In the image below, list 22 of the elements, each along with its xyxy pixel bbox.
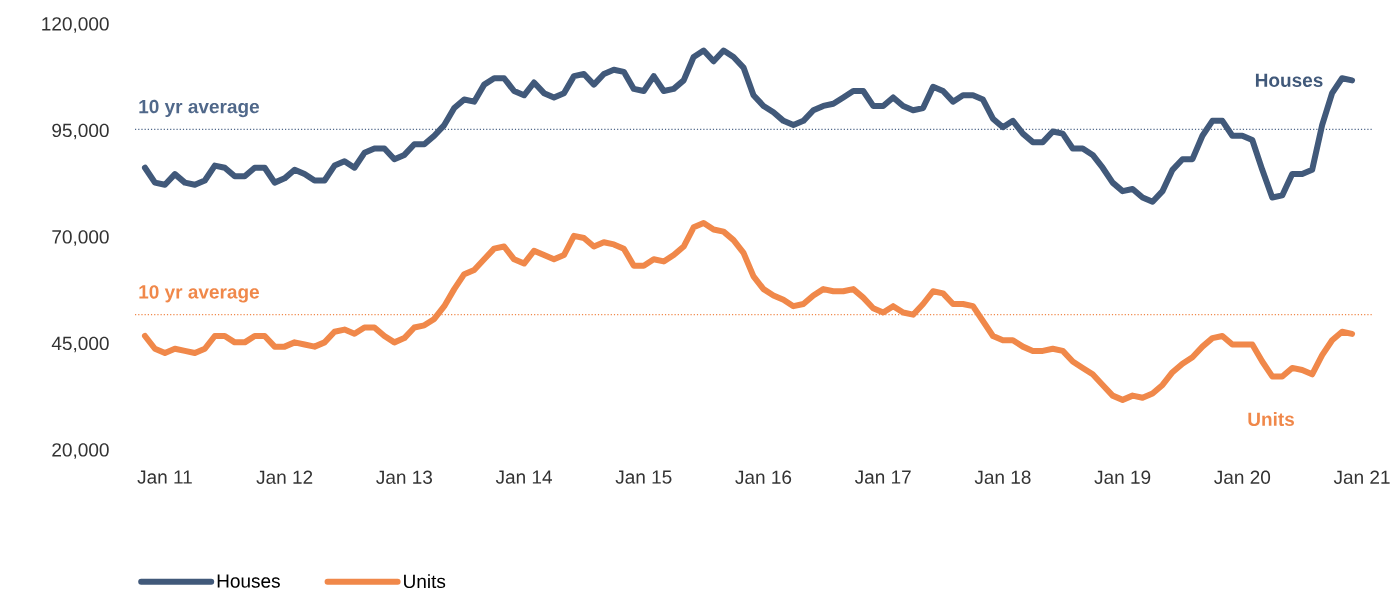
y-tick-label: 120,000 <box>42 17 109 33</box>
x-tick-label: Jan 12 <box>256 470 313 484</box>
x-tick-label: Jan 13 <box>376 470 433 484</box>
y-tick-label: 70,000 <box>52 230 109 246</box>
legend-label: Houses <box>217 574 280 588</box>
x-tick-label: Jan 17 <box>854 470 911 484</box>
y-tick-label: 45,000 <box>51 336 109 353</box>
y-tick-label: 20,000 <box>52 443 109 459</box>
x-tick-label: Jan 14 <box>495 470 553 484</box>
ref-line-label: 10 yr average <box>139 285 259 303</box>
x-tick-label: Jan 20 <box>1214 470 1271 484</box>
text: Houses <box>1255 73 1323 88</box>
ref-line-label: 10 yr average <box>139 99 259 118</box>
x-tick-label: Jan 11 <box>137 470 192 484</box>
x-tick-label: Jan 21 <box>1333 470 1390 484</box>
x-tick-label: Jan 19 <box>1094 470 1151 484</box>
text: Units <box>1248 412 1294 427</box>
x-tick-label: Jan 18 <box>974 470 1031 484</box>
legend-label: Units <box>404 574 446 589</box>
x-tick-label: Jan 15 <box>615 470 672 484</box>
y-tick-label: 95,000 <box>52 123 109 140</box>
x-tick-label: Jan 16 <box>735 470 792 484</box>
